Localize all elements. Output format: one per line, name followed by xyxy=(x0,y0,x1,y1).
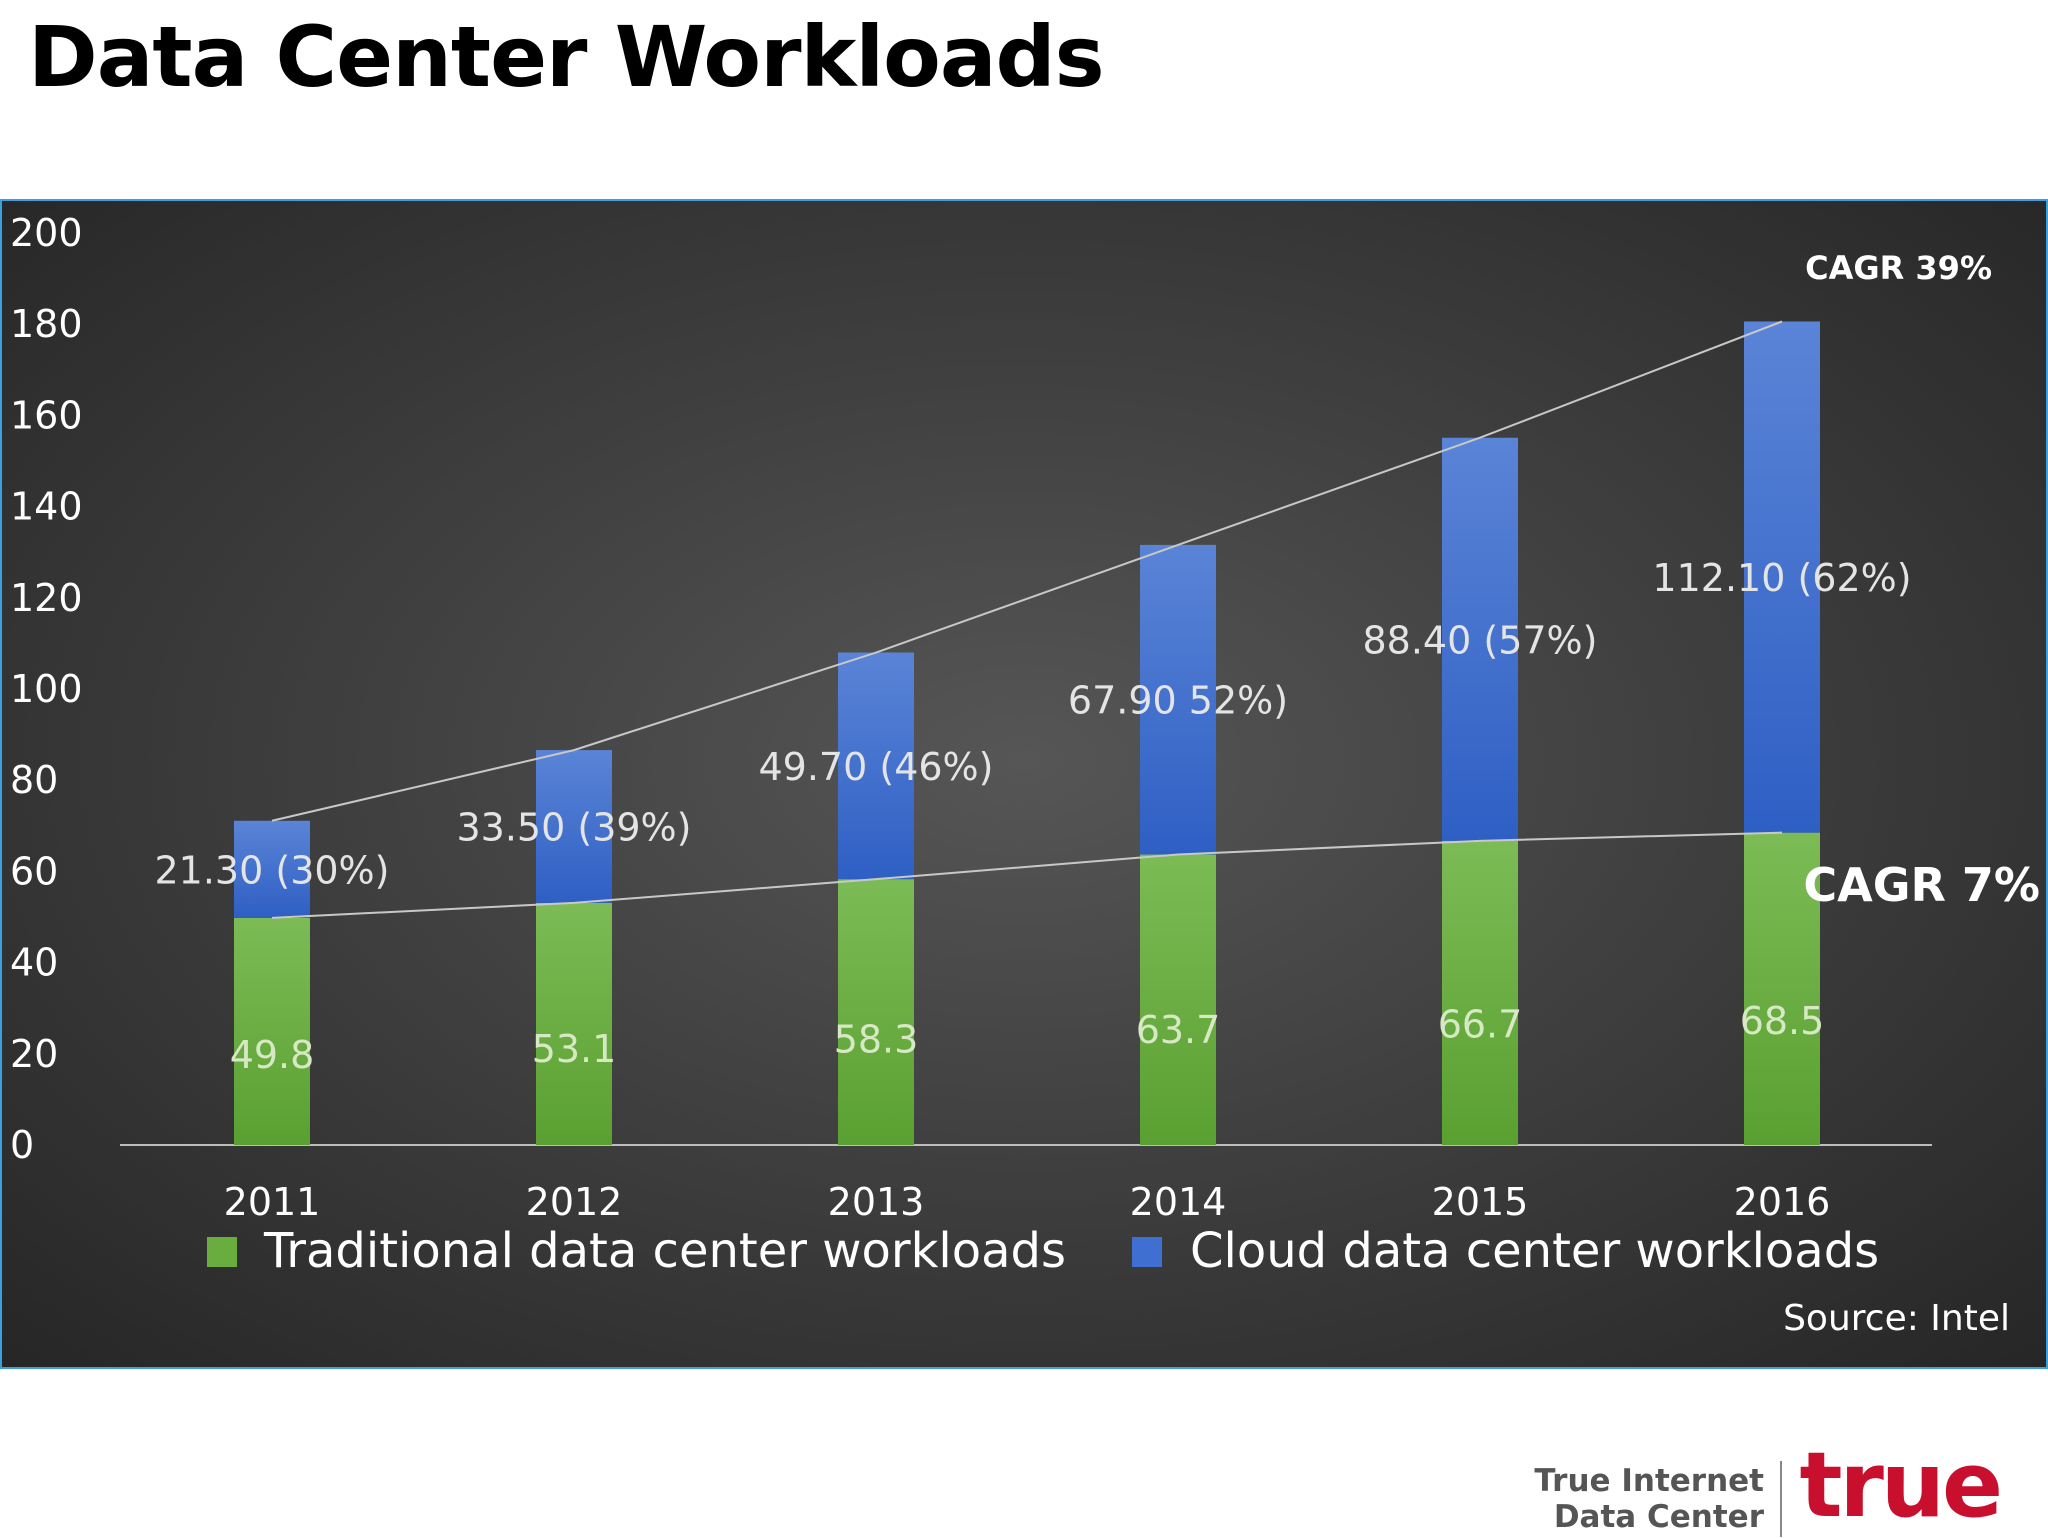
bar-cloud xyxy=(1140,544,1216,855)
y-tick-label: 100 xyxy=(10,667,83,711)
trend-line-total xyxy=(271,320,1783,822)
y-tick-label: 200 xyxy=(10,211,83,255)
x-tick-label: 2015 xyxy=(1432,1180,1529,1224)
cagr-total-annotation: CAGR 39% xyxy=(1805,249,1992,287)
bar-cloud xyxy=(234,820,310,918)
bar-traditional xyxy=(1140,854,1216,1145)
data-label-cloud: 49.70 (46%) xyxy=(759,745,994,789)
bar-traditional xyxy=(234,917,310,1145)
legend-label-cloud: Cloud data center workloads xyxy=(1190,1223,1879,1279)
y-tick-label: 0 xyxy=(10,1123,34,1167)
data-label-traditional: 49.8 xyxy=(230,1033,315,1077)
data-label-cloud: 21.30 (30%) xyxy=(155,848,390,892)
stacked-bar-chart: 0 20 40 60 80 100 120 140 160 180 200 2011 2012 2013 2… xyxy=(10,211,2040,1339)
data-label-cloud: 67.90 52%) xyxy=(1068,679,1288,723)
y-tick-label: 140 xyxy=(10,485,83,529)
trend-line-traditional xyxy=(271,831,1783,919)
bar-traditional xyxy=(838,879,914,1145)
true-idc-logo: True Internet Data Center true xyxy=(1534,1433,2004,1538)
bar-traditional xyxy=(536,902,612,1145)
x-tick-label: 2012 xyxy=(526,1180,623,1224)
data-label-cloud: 112.10 (62%) xyxy=(1652,556,1911,600)
y-tick-label: 120 xyxy=(10,576,83,620)
y-tick-label: 180 xyxy=(10,302,83,346)
logo-divider xyxy=(1780,1461,1782,1537)
y-tick-label: 160 xyxy=(10,393,83,437)
data-label-traditional: 66.7 xyxy=(1438,1002,1523,1046)
y-tick-label: 40 xyxy=(10,941,58,985)
x-tick-label: 2016 xyxy=(1734,1180,1831,1224)
x-tick-label: 2013 xyxy=(828,1180,925,1224)
data-label-traditional: 63.7 xyxy=(1136,1008,1221,1052)
logo-line-1: True Internet xyxy=(1534,1463,1764,1499)
legend-label-traditional: Traditional data center workloads xyxy=(263,1223,1066,1279)
logo-text: True Internet Data Center xyxy=(1534,1463,1764,1535)
x-tick-label: 2011 xyxy=(224,1180,321,1224)
data-label-traditional: 58.3 xyxy=(834,1018,919,1062)
bar-traditional xyxy=(1744,832,1820,1145)
y-tick-label: 60 xyxy=(10,849,58,893)
cagr-traditional-annotation: CAGR 7% xyxy=(1803,858,2040,912)
bar-cloud xyxy=(1744,321,1820,833)
legend-swatch-traditional xyxy=(207,1237,237,1267)
chart-panel: 0 20 40 60 80 100 120 140 160 180 200 2011 2012 2013 2… xyxy=(0,199,2048,1369)
source-note: Source: Intel xyxy=(1783,1298,2010,1339)
data-label-traditional: 68.5 xyxy=(1740,999,1825,1043)
data-label-traditional: 53.1 xyxy=(532,1027,617,1071)
slide-title: Data Center Workloads xyxy=(28,8,1105,106)
bar-cloud xyxy=(536,750,612,903)
data-label-cloud: 33.50 (39%) xyxy=(457,805,692,849)
bar-cloud xyxy=(838,652,914,880)
legend-swatch-cloud xyxy=(1132,1237,1162,1267)
y-tick-label: 20 xyxy=(10,1032,58,1076)
logo-line-2: Data Center xyxy=(1553,1499,1764,1535)
y-tick-label: 80 xyxy=(10,758,58,802)
data-label-cloud: 88.40 (57%) xyxy=(1363,618,1598,662)
bar-traditional xyxy=(1442,840,1518,1145)
bar-cloud xyxy=(1442,437,1518,841)
logo-wordmark: true xyxy=(1799,1433,2003,1538)
x-tick-label: 2014 xyxy=(1130,1180,1227,1224)
